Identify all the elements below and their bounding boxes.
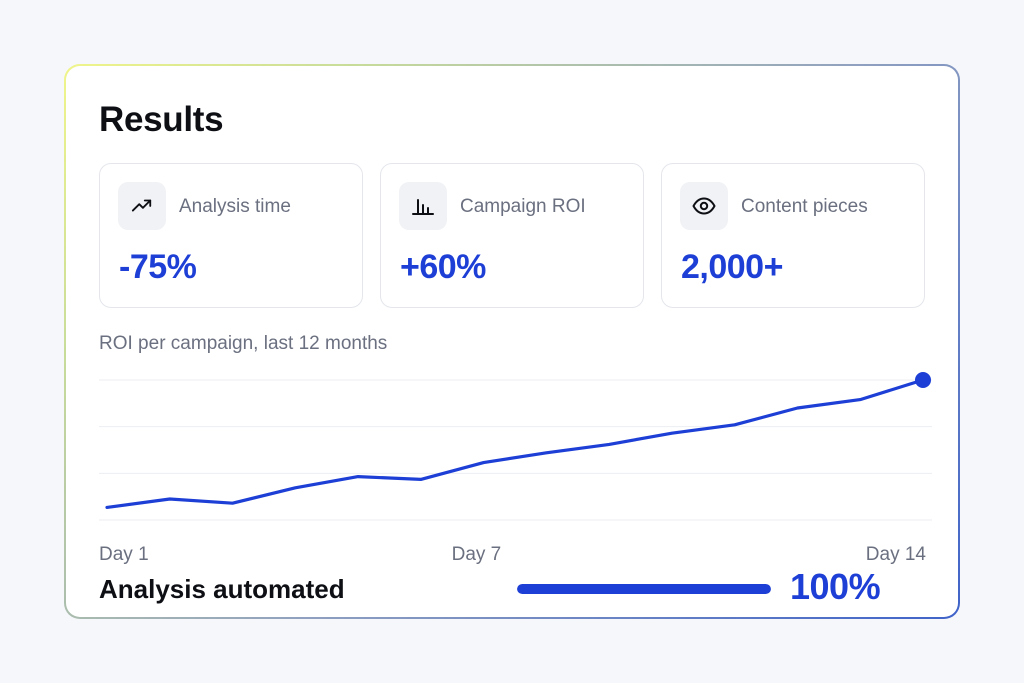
series-end-point	[915, 372, 931, 388]
stat-card-campaign-roi: Campaign ROI +60%	[380, 163, 644, 308]
stat-value: +60%	[400, 248, 486, 286]
stat-label: Campaign ROI	[460, 196, 586, 217]
progress-fill	[517, 584, 771, 594]
roi-line-chart	[99, 372, 932, 521]
series-line	[105, 378, 925, 509]
chart-grid	[99, 379, 932, 521]
x-tick-label: Day 1	[99, 544, 149, 565]
stat-value: 2,000+	[681, 248, 783, 286]
stat-label: Analysis time	[179, 196, 291, 217]
stat-label: Content pieces	[741, 196, 868, 217]
x-tick-label: Day 7	[451, 544, 502, 565]
results-card: Results Analysis time -75% Campaign	[66, 66, 958, 617]
stat-card-analysis-time: Analysis time -75%	[99, 163, 363, 308]
chart-title: ROI per campaign, last 12 months	[99, 333, 388, 354]
stat-card-content-pieces: Content pieces 2,000+	[661, 163, 925, 308]
results-title: Results	[99, 100, 224, 139]
progress-value: 100%	[790, 566, 881, 607]
results-card-border: Results Analysis time -75% Campaign	[64, 64, 960, 619]
bar-chart-icon	[399, 182, 447, 230]
stat-value: -75%	[119, 248, 197, 286]
progress-bar	[517, 584, 771, 594]
trending-up-icon	[118, 182, 166, 230]
chart-series	[105, 372, 931, 509]
x-tick-label: Day 14	[865, 544, 926, 565]
eye-icon	[680, 182, 728, 230]
footer-label: Analysis automated	[99, 574, 345, 604]
